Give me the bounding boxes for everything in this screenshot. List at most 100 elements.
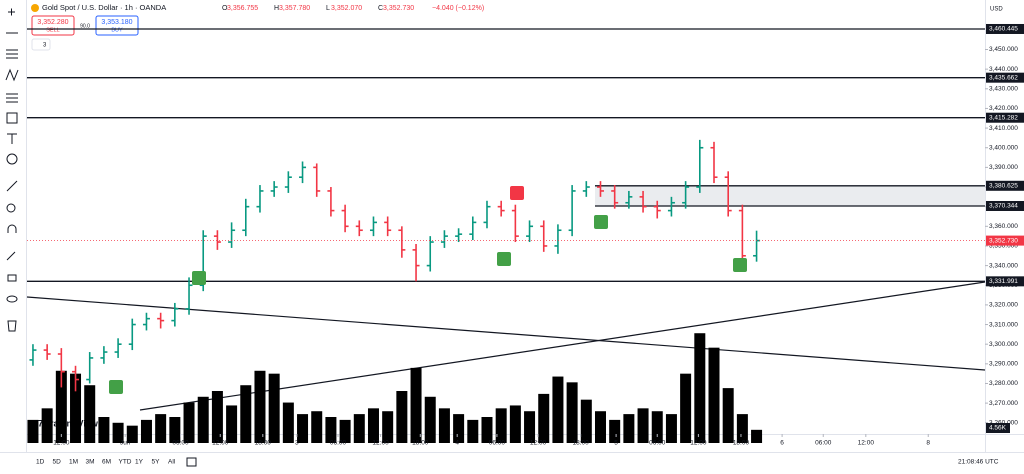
indicators-toggle[interactable] bbox=[31, 38, 51, 51]
spread: 90.0 bbox=[80, 23, 90, 29]
x-tick-label: 18:00 bbox=[412, 440, 429, 447]
sell-button[interactable] bbox=[31, 15, 75, 36]
volume-bar bbox=[140, 419, 152, 443]
range-button[interactable]: 1D bbox=[36, 459, 45, 466]
volume-bar bbox=[609, 419, 621, 443]
volume-bar bbox=[665, 414, 677, 443]
forecast-tool[interactable] bbox=[6, 93, 18, 103]
volume-bar bbox=[751, 429, 763, 443]
volume-bar bbox=[396, 391, 408, 443]
range-button[interactable]: 1Y bbox=[135, 459, 144, 466]
fib-tool[interactable] bbox=[6, 49, 18, 59]
measure-tool[interactable] bbox=[6, 180, 18, 192]
date-range-icon[interactable] bbox=[186, 457, 197, 467]
buy-price[interactable]: 3,353.180 bbox=[101, 19, 132, 26]
drawing-toolbar[interactable] bbox=[5, 0, 27, 452]
sell-label[interactable]: SELL bbox=[46, 27, 59, 33]
level-label-bg bbox=[986, 180, 1024, 191]
buy-label[interactable]: BUY bbox=[111, 27, 123, 33]
level-label-bg bbox=[986, 112, 1024, 123]
volume-bar bbox=[594, 411, 606, 443]
buy-signal bbox=[594, 215, 608, 229]
pattern-tool[interactable] bbox=[5, 68, 19, 82]
volume-bar bbox=[566, 382, 578, 443]
ohlc-legend: O 3,356.755 H 3,357.780 L 3,352.070 C 3,352.730 bbox=[222, 5, 414, 12]
volume-bar bbox=[424, 396, 436, 443]
ohlc-value: 3,356.755 bbox=[227, 5, 258, 12]
volume-label: 4.56K bbox=[989, 425, 1007, 432]
volume-bar bbox=[623, 414, 635, 443]
zoom-tool[interactable] bbox=[6, 203, 16, 213]
volume-bar bbox=[722, 388, 734, 443]
sell-price[interactable]: 3,352.280 bbox=[37, 19, 68, 26]
magnet-tool[interactable] bbox=[7, 224, 17, 233]
range-button[interactable]: All bbox=[168, 459, 176, 466]
text-tool[interactable] bbox=[7, 133, 17, 144]
plot bbox=[27, 28, 985, 443]
volume-bar bbox=[410, 367, 422, 443]
volume-bar bbox=[282, 402, 294, 443]
hide-tool[interactable] bbox=[6, 295, 18, 303]
volume-bar bbox=[438, 408, 450, 443]
volume-bar bbox=[524, 411, 536, 443]
volume-bar bbox=[736, 414, 748, 443]
indicators-count[interactable]: 3 bbox=[43, 43, 47, 49]
level-label: 3,380.625 bbox=[989, 183, 1018, 190]
volume-bar bbox=[651, 411, 663, 443]
buy-signal bbox=[497, 252, 511, 266]
volume-bar bbox=[353, 414, 365, 443]
trend-line[interactable] bbox=[139, 281, 986, 411]
volume-bar bbox=[538, 393, 550, 443]
volume-bar bbox=[580, 399, 592, 443]
x-tick-label: 12:00 bbox=[372, 440, 389, 447]
volume-bar bbox=[467, 419, 479, 443]
range-button[interactable]: 1M bbox=[69, 459, 78, 466]
stay-drawing-tool[interactable] bbox=[6, 251, 16, 261]
range-button[interactable]: 5Y bbox=[152, 459, 161, 466]
zone bbox=[595, 185, 985, 206]
ohlc-key: L bbox=[326, 5, 330, 12]
volume-bar bbox=[27, 419, 39, 443]
crosshair-tool[interactable] bbox=[8, 8, 15, 16]
volume-bar bbox=[311, 411, 323, 443]
range-buttons: 1D 5D 1M 3M 6M YTD 1Y 5Y All bbox=[36, 459, 176, 466]
y-tick-label: 3,420.000 bbox=[989, 105, 1018, 112]
y-tick-label: 3,350.000 bbox=[989, 243, 1018, 250]
volume-bar bbox=[680, 373, 692, 443]
symbol-icon bbox=[31, 4, 39, 12]
symbol-title[interactable]: Gold Spot / U.S. Dollar · 1h · OANDA bbox=[42, 3, 166, 12]
x-tick-label: 6 bbox=[780, 440, 784, 447]
buy-signal bbox=[733, 258, 747, 272]
range-button[interactable]: 3M bbox=[86, 459, 95, 466]
currency[interactable]: USD bbox=[990, 7, 1003, 13]
volume-bar bbox=[155, 414, 167, 443]
shape-tool[interactable] bbox=[6, 112, 18, 124]
icon-tool[interactable] bbox=[6, 153, 18, 165]
range-button[interactable]: YTD bbox=[119, 459, 132, 466]
lock-tool[interactable] bbox=[7, 274, 17, 282]
volume-bar bbox=[254, 370, 266, 443]
x-tick-label: 12:00 bbox=[690, 440, 707, 447]
level-label: 3,435.662 bbox=[989, 74, 1018, 81]
y-tick-label: 3,390.000 bbox=[989, 164, 1018, 171]
range-button[interactable]: 5D bbox=[53, 459, 62, 466]
delete-tool[interactable] bbox=[7, 320, 17, 332]
y-tick-label: 3,290.000 bbox=[989, 361, 1018, 368]
volume-bar bbox=[297, 414, 309, 443]
volume-bar bbox=[211, 391, 223, 443]
volume-bar bbox=[226, 405, 238, 443]
buy-button[interactable] bbox=[95, 15, 139, 36]
clock[interactable]: 21:08:46 UTC bbox=[958, 459, 999, 466]
volume-bar bbox=[84, 385, 96, 443]
range-button[interactable]: 6M bbox=[102, 459, 111, 466]
y-tick-label: 3,360.000 bbox=[989, 223, 1018, 230]
volume-bar bbox=[41, 408, 53, 443]
x-tick-label: 12:00 bbox=[858, 440, 875, 447]
volume-bar bbox=[70, 373, 82, 443]
level-label: 3,460.445 bbox=[989, 26, 1018, 33]
volume-bar bbox=[126, 425, 138, 443]
volume-bar bbox=[367, 408, 379, 443]
ohlc-key: O bbox=[222, 5, 228, 12]
